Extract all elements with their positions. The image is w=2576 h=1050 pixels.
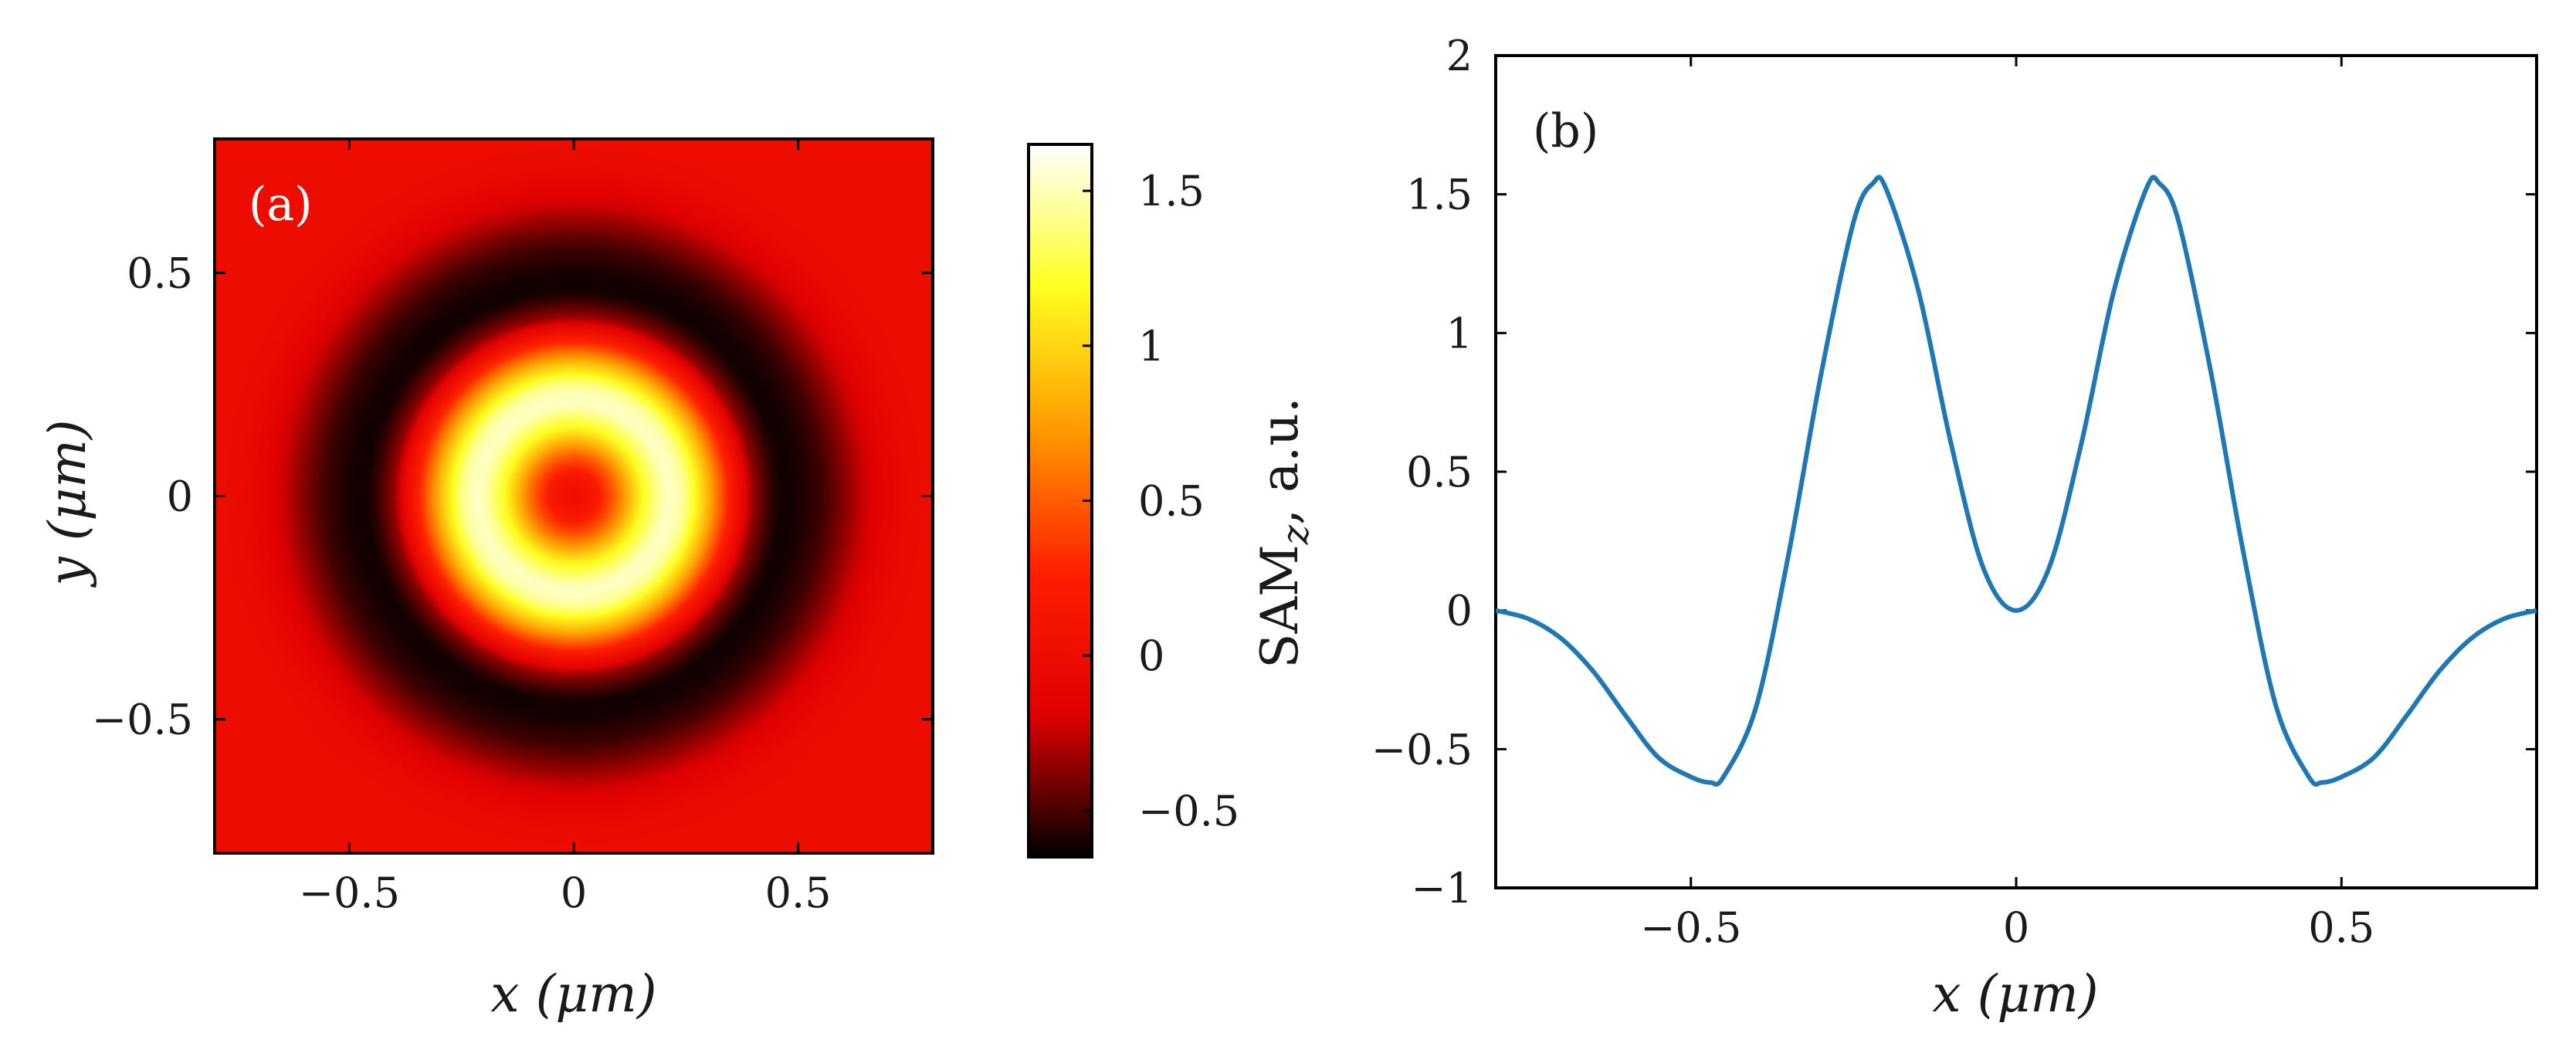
heatmap-x-ticks: −0.5 0 0.5 [299,139,832,917]
lineplot-y-tick-label: 0 [1446,587,1473,635]
lineplot-y-tick-label: 2 [1446,32,1473,80]
heatmap-y-tick-label: −0.5 [92,696,193,744]
colorbar-tick-label: −0.5 [1138,787,1239,835]
colorbar-tick-label: 1 [1138,322,1164,371]
lineplot-series [1496,174,2537,787]
lineplot-y-ticks: −1 −0.5 0 0.5 1 1.5 2 [1371,32,2537,913]
lineplot-x-tick-label: 0.5 [2308,903,2374,952]
heatmap-x-axis-label: x (μm) [490,964,656,1024]
colorbar-label-sub: z [1274,524,1317,545]
lineplot-y-tick-label: 1.5 [1406,171,1473,219]
colorbar-label: SAMz, a.u. [1250,397,1317,669]
heatmap-y-tick-label: 0 [167,472,193,521]
lineplot-frame [1494,54,2538,889]
colorbar-tick-label: 0.5 [1138,477,1205,526]
heatmap-image [215,139,933,853]
colorbar-label-main: SAM [1250,544,1310,668]
lineplot-y-tick-label: 0.5 [1406,448,1473,496]
series-line-sam-z [1496,174,2537,787]
panel-b-label: (b) [1533,104,1598,158]
lineplot-y-tick-label: −1 [1411,864,1473,913]
lineplot-x-ticks: −0.5 0 0.5 [1640,56,2374,952]
colorbar-tick-label: 0 [1138,632,1164,680]
heatmap-y-ticks: −0.5 0 0.5 [92,249,933,744]
heatmap-x-tick-label: 0.5 [765,869,832,917]
lineplot-x-tick-label: −0.5 [1640,903,1741,952]
panel-a: −0.5 0 0.5 −0.5 0 0.5 (a) x (μm) y (μm) [38,137,934,1024]
heatmap-x-tick-label: −0.5 [299,869,400,917]
colorbar: −0.5 0 0.5 1 1.5 SAMz, a.u. [1027,143,1317,859]
panel-b: −0.5 0 0.5 −1 −0.5 0 0.5 1 1.5 2 (b) x (μm) [1371,32,2538,1024]
lineplot-x-tick-label: 0 [2003,903,2029,952]
lineplot-x-axis-label: x (μm) [1932,964,2098,1024]
lineplot-y-tick-label: −0.5 [1371,725,1473,774]
heatmap-y-axis-label: y (μm) [38,419,97,588]
colorbar-label-tail: , a.u. [1250,397,1310,525]
heatmap-y-tick-label: 0.5 [127,249,193,297]
colorbar-ticks: −0.5 0 0.5 1 1.5 [1083,167,1239,835]
colorbar-tick-label: 1.5 [1138,167,1205,215]
panel-a-label: (a) [249,178,313,232]
colorbar-gradient [1027,143,1093,859]
lineplot-y-tick-label: 1 [1446,309,1473,357]
heatmap-x-tick-label: 0 [561,869,587,917]
